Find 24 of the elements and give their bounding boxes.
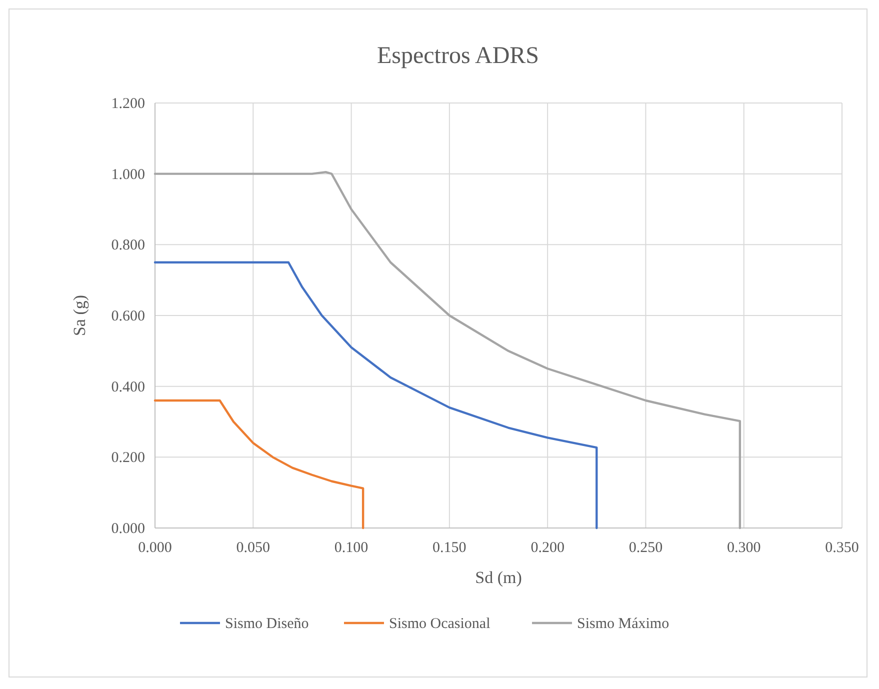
x-tick-label: 0.300 (726, 540, 761, 556)
y-tick-label: 0.000 (111, 521, 145, 537)
x-tick-label: 0.250 (628, 540, 663, 556)
legend-label: Sismo Ocasional (389, 616, 490, 632)
y-tick-label: 0.800 (111, 238, 145, 254)
line-series (154, 170, 742, 530)
y-tick-label: 1.000 (111, 166, 145, 183)
y-axis-title: Sa (g) (70, 294, 89, 336)
x-tick-label: 0.350 (825, 540, 859, 556)
x-axis-title: Sd (m) (475, 568, 522, 587)
x-tick-label: 0.150 (432, 540, 466, 556)
x-tick-label: 0.100 (334, 540, 368, 556)
y-tick-label: 0.200 (111, 450, 145, 466)
x-tick-label: 0.200 (530, 540, 564, 556)
y-tick-label: 1.200 (111, 96, 145, 112)
line-series (154, 399, 364, 530)
x-tick-label: 0.050 (236, 540, 270, 556)
chart-title: Espectros ADRS (377, 43, 539, 69)
y-tick-label: 0.400 (111, 379, 145, 396)
line-series (154, 261, 598, 530)
x-tick-label: 0.000 (138, 540, 172, 556)
y-tick-label: 0.600 (111, 308, 145, 324)
legend-label: Sismo Diseño (225, 616, 309, 632)
legend-label: Sismo Máximo (577, 616, 670, 632)
